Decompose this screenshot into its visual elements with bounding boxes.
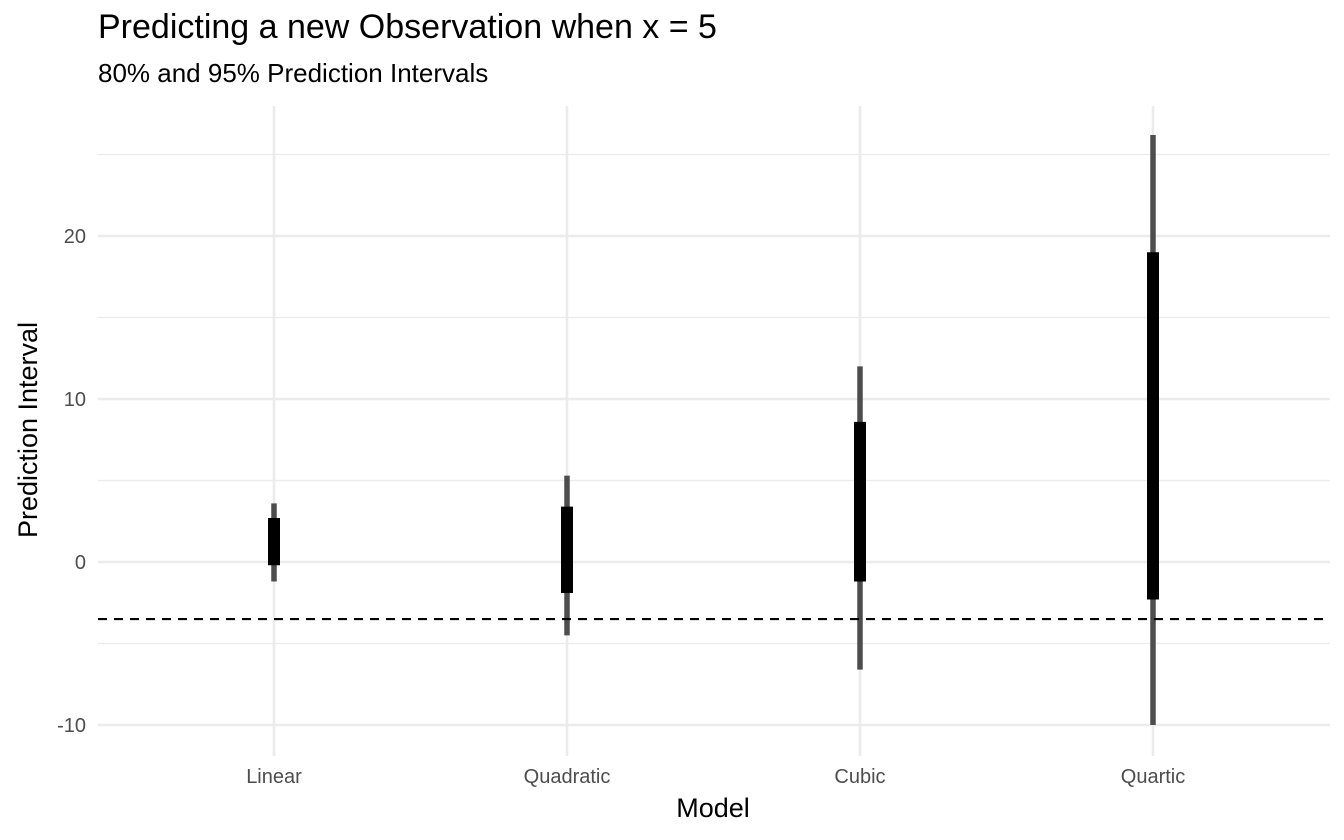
- y-axis-title: Prediction Interval: [13, 322, 43, 538]
- chart-subtitle: 80% and 95% Prediction Intervals: [98, 58, 489, 88]
- x-tick-label: Linear: [246, 766, 302, 788]
- y-tick-label: -10: [57, 715, 86, 737]
- x-axis-title: Model: [676, 793, 750, 823]
- x-tick-label: Cubic: [834, 766, 885, 788]
- x-tick-label: Quadratic: [524, 766, 611, 788]
- x-tick-label: Quartic: [1121, 766, 1185, 788]
- y-tick-label: 10: [64, 389, 86, 411]
- chart-title: Predicting a new Observation when x = 5: [98, 8, 717, 46]
- y-tick-label: 20: [64, 226, 86, 248]
- y-tick-label: 0: [75, 552, 86, 574]
